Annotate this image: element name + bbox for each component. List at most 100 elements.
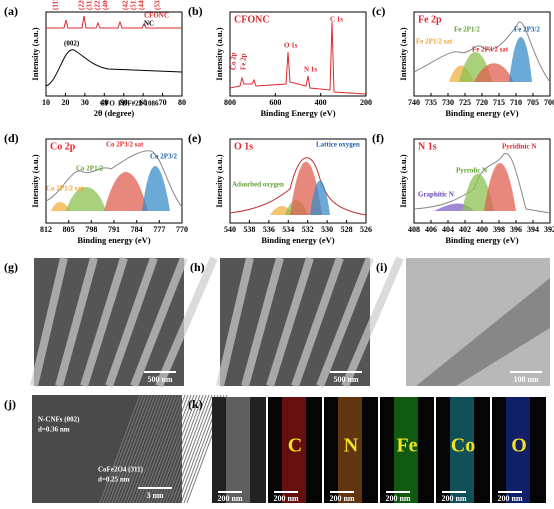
- map-tile: [492, 397, 546, 503]
- lattice-fringe: [159, 394, 201, 504]
- lattice-fringe: [108, 394, 150, 504]
- x-tick-label: 528: [341, 225, 353, 234]
- plot-panel: (f) N 1s 408 406 404 402 400 398 396 394 392 Bindin…: [372, 131, 554, 245]
- x-tick-label: 526: [360, 225, 372, 234]
- x-tick-label: 715: [493, 98, 505, 107]
- y-axis-label: Intensity (a.u.): [30, 154, 40, 207]
- x-tick-label: 705: [527, 98, 539, 107]
- panel-label: (h): [190, 260, 205, 274]
- spectrum: [66, 187, 106, 211]
- y-axis-label: Intensity (a.u.): [30, 27, 40, 80]
- annotation: (222): [94, 0, 102, 10]
- lattice-fringe: [168, 394, 210, 504]
- annotation: (400): [102, 0, 110, 10]
- annotation: Co 2P1/2: [76, 165, 104, 173]
- x-tick-label: 791: [108, 225, 120, 234]
- curves: [45, 15, 183, 87]
- x-tick-label: 770: [176, 225, 188, 234]
- x-tick-label: 798: [85, 225, 97, 234]
- annotation: (511): [130, 0, 138, 10]
- x-tick-label: 538: [243, 225, 255, 234]
- annotation: (311): [86, 0, 94, 10]
- panel-title: Co 2p: [50, 141, 76, 152]
- panel-label: (f): [372, 131, 384, 145]
- plot-panel: (e) O 1s 540 538 536 534 532 530 528 526 Binding e…: [188, 131, 372, 245]
- lattice-fringe: [111, 394, 153, 504]
- scale-bar-label: 500 nm: [333, 375, 358, 384]
- lattice-fringe: [126, 394, 168, 504]
- spectrum: [484, 163, 516, 211]
- lattice-fringe: [162, 394, 204, 504]
- map-signal: [226, 397, 250, 503]
- x-tick-label: 784: [131, 225, 143, 234]
- spectrum: [413, 153, 551, 214]
- map-tile: [324, 397, 378, 503]
- map-tile: [436, 397, 490, 503]
- y-axis-label: Intensity (a.u.): [398, 154, 408, 207]
- micrograph: (g) 500 nm: [4, 256, 218, 388]
- lattice-fringe: [102, 394, 144, 504]
- lattice-fringe: [99, 394, 141, 504]
- x-tick-label: 400: [476, 225, 488, 234]
- fiber: [266, 256, 314, 388]
- spectrum: [45, 150, 183, 208]
- annotation: Pyridinic N: [502, 143, 536, 151]
- x-tick-label: 60: [139, 98, 147, 107]
- plot-panel: (b) CFONC 800 600 400 200 Binding Energy (eV) I…: [188, 4, 372, 118]
- x-tick-label: 720: [476, 98, 488, 107]
- spectrum: [51, 202, 70, 211]
- scale-bar-label: 200 nm: [385, 494, 410, 503]
- lattice-fringe: [153, 394, 195, 504]
- lattice-fringe: [177, 394, 219, 504]
- x-tick-label: 392: [544, 225, 554, 234]
- element-label: O: [511, 435, 527, 457]
- x-axis-label: 2θ (degree): [94, 108, 135, 118]
- panel-title: Fe 2p: [418, 14, 442, 25]
- lattice-fringe: [156, 394, 198, 504]
- fiber: [291, 256, 344, 388]
- map-signal: [394, 397, 418, 503]
- x-tick-label: 400: [315, 98, 327, 107]
- annotation: O 1s: [284, 42, 298, 50]
- annotation: Adsorbed oxygen: [232, 181, 284, 189]
- annotation: Fe 2p: [240, 53, 248, 70]
- annotation: (111): [52, 0, 60, 10]
- lattice-fringe: [147, 394, 189, 504]
- x-tick-label: 700: [544, 98, 554, 107]
- map-signal: [338, 397, 362, 503]
- lattice-fringe: [144, 394, 186, 504]
- fiber: [341, 256, 404, 388]
- annotation: CFO: [100, 100, 115, 108]
- lattice-fringe: [141, 394, 183, 504]
- spectrum: [229, 157, 367, 216]
- spectrum: [45, 49, 183, 87]
- map-tile: [268, 397, 322, 503]
- fiber: [30, 257, 68, 387]
- map-signal: [450, 397, 474, 503]
- panel-label: (j): [4, 397, 16, 411]
- annotation: Lattice oxygen: [316, 141, 360, 149]
- fiber: [105, 256, 158, 388]
- y-axis-label: Intensity (a.u.): [214, 154, 224, 207]
- lattice-fringe: [120, 394, 162, 504]
- x-tick-label: 20: [61, 98, 69, 107]
- spectrum: [104, 172, 148, 211]
- lattice-fringe: [150, 394, 192, 504]
- spectrum: [142, 166, 170, 211]
- lattice-fringe: [165, 394, 207, 504]
- fiber: [80, 256, 128, 388]
- eds-maps: (k) 200 nm C 200 nm N 200 nm Fe 200 nm Co 200 nm O…: [188, 397, 546, 503]
- annotation: Fe 2P3/2: [514, 26, 540, 34]
- annotation: N-CNFs (002): [38, 416, 80, 424]
- annotation: CoFe2O4 (311): [98, 466, 144, 474]
- panel-label: (e): [188, 131, 201, 145]
- spectrum: [229, 21, 367, 95]
- fiber: [316, 256, 374, 388]
- lattice-fringe: [174, 394, 216, 504]
- annotation: Co 2P3/2 sat: [106, 141, 144, 149]
- panel-label: (k): [188, 397, 203, 411]
- spectrum: [474, 63, 514, 82]
- spectrum: [46, 15, 182, 29]
- x-tick-label: 40: [100, 98, 108, 107]
- spectrum: [310, 180, 330, 215]
